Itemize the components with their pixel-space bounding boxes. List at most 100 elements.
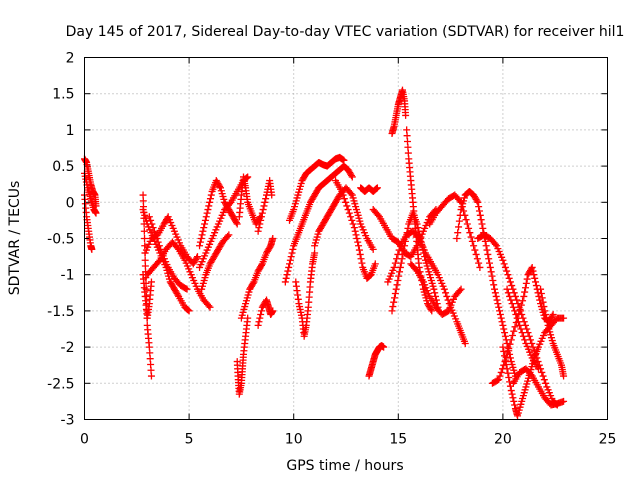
data-point bbox=[501, 356, 509, 364]
data-point bbox=[539, 298, 547, 306]
data-point bbox=[476, 211, 484, 219]
data-point bbox=[475, 207, 483, 215]
y-tick-label: -3 bbox=[61, 413, 75, 429]
data-point bbox=[506, 278, 514, 286]
data-point bbox=[380, 343, 388, 351]
data-point bbox=[374, 211, 382, 219]
data-point bbox=[510, 397, 518, 405]
data-point bbox=[365, 272, 373, 280]
data-point bbox=[372, 185, 380, 193]
data-point bbox=[392, 285, 400, 293]
data-point bbox=[501, 352, 509, 360]
data-point bbox=[257, 261, 265, 269]
data-point bbox=[92, 209, 100, 217]
x-tick-label: 0 bbox=[80, 432, 89, 448]
data-point bbox=[311, 249, 319, 257]
data-point bbox=[527, 336, 535, 344]
data-point bbox=[289, 245, 297, 253]
data-point bbox=[205, 302, 213, 310]
data-point bbox=[199, 227, 207, 235]
data-point bbox=[505, 374, 513, 382]
data-point bbox=[501, 263, 509, 271]
data-point bbox=[483, 246, 491, 254]
data-point bbox=[475, 259, 483, 267]
data-point bbox=[419, 245, 427, 253]
data-point bbox=[484, 250, 492, 258]
data-point bbox=[206, 195, 214, 203]
data-point bbox=[391, 290, 399, 298]
y-tick-label: -1 bbox=[61, 268, 75, 284]
data-point bbox=[544, 321, 552, 329]
data-point bbox=[516, 321, 524, 329]
data-point bbox=[500, 347, 508, 355]
data-point bbox=[371, 260, 379, 268]
data-point bbox=[503, 285, 511, 293]
series-track-r bbox=[281, 162, 356, 286]
data-point bbox=[348, 216, 356, 224]
data-point bbox=[432, 292, 440, 300]
data-point bbox=[530, 271, 538, 279]
y-tick-label: 0 bbox=[66, 195, 75, 211]
data-point bbox=[394, 276, 402, 284]
data-point bbox=[254, 321, 262, 329]
data-point bbox=[502, 360, 510, 368]
data-point bbox=[255, 318, 263, 326]
data-point bbox=[355, 242, 363, 250]
data-points bbox=[81, 86, 568, 420]
data-point bbox=[427, 305, 435, 313]
data-point bbox=[400, 246, 408, 254]
data-point bbox=[500, 260, 508, 268]
data-point bbox=[338, 187, 346, 195]
data-point bbox=[548, 312, 556, 320]
data-point bbox=[537, 285, 545, 293]
data-point bbox=[347, 213, 355, 221]
data-point bbox=[388, 307, 396, 315]
data-point bbox=[339, 191, 347, 199]
data-point bbox=[183, 305, 191, 313]
series-track-ah bbox=[488, 263, 557, 387]
data-point bbox=[472, 250, 480, 258]
data-point bbox=[358, 259, 366, 267]
series-track-j bbox=[196, 177, 241, 250]
data-point bbox=[155, 242, 163, 250]
data-point bbox=[269, 235, 277, 242]
data-point bbox=[185, 307, 193, 315]
data-point bbox=[351, 227, 359, 235]
data-point bbox=[148, 220, 156, 228]
data-point bbox=[508, 390, 516, 398]
data-point bbox=[402, 233, 410, 241]
data-point bbox=[504, 289, 512, 297]
data-point bbox=[499, 321, 507, 329]
data-point bbox=[416, 235, 424, 242]
data-point bbox=[461, 339, 469, 347]
data-point bbox=[523, 325, 531, 333]
data-point bbox=[355, 246, 363, 254]
data-point bbox=[482, 242, 490, 250]
series-track-ac bbox=[388, 209, 442, 315]
data-point bbox=[141, 235, 149, 242]
data-point bbox=[517, 325, 525, 333]
data-point bbox=[352, 231, 360, 239]
data-point bbox=[397, 259, 405, 267]
data-point bbox=[473, 197, 481, 205]
data-point bbox=[497, 314, 505, 322]
data-point bbox=[201, 220, 209, 228]
data-point bbox=[479, 224, 487, 232]
data-point bbox=[193, 254, 201, 262]
plot-frame bbox=[84, 57, 608, 420]
data-point bbox=[456, 287, 464, 295]
series-track-q bbox=[254, 296, 277, 329]
data-point bbox=[505, 274, 513, 282]
data-point bbox=[528, 263, 536, 271]
x-tick-label: 15 bbox=[389, 432, 407, 448]
series-track-y bbox=[388, 86, 410, 138]
data-point bbox=[444, 296, 452, 304]
data-point bbox=[244, 314, 252, 322]
data-point bbox=[455, 217, 463, 225]
data-point bbox=[232, 219, 240, 227]
data-point bbox=[174, 291, 182, 299]
data-point bbox=[496, 311, 504, 319]
data-point bbox=[225, 231, 233, 239]
data-point bbox=[541, 307, 549, 315]
